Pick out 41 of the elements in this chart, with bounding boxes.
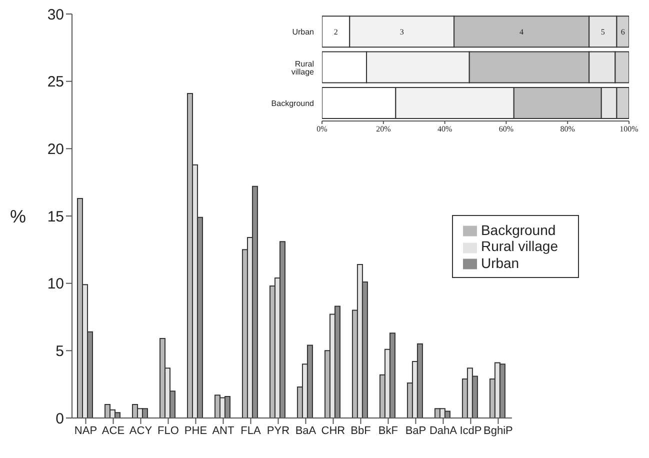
x-tick-label: PHE	[184, 424, 208, 437]
x-tick-label: PYR	[266, 424, 290, 437]
y-tick-label: 15	[47, 208, 64, 226]
series-label: 2	[334, 28, 338, 37]
x-tick-label: ANT	[212, 424, 235, 437]
y-tick-label: 30	[47, 6, 64, 24]
x-tick-label: BbF	[350, 424, 372, 437]
x-tick-label: CHR	[321, 424, 346, 437]
x-tick-label: ACE	[102, 424, 125, 437]
x-tick-label: 40%	[437, 124, 452, 134]
y-tick-label: Background	[271, 99, 314, 108]
legend-label: Rural village	[480, 238, 558, 254]
y-tick-label: Rural village	[291, 59, 315, 76]
x-tick-label: 0%	[316, 124, 328, 134]
legend-label: Background	[480, 222, 556, 238]
x-tick-label: FLA	[240, 424, 262, 437]
x-tick-label: DahA	[429, 424, 458, 437]
x-tick-label: NAP	[74, 424, 98, 437]
y-tick-label: 5	[56, 342, 64, 360]
x-tick-label: 20%	[376, 124, 392, 134]
y-tick-label: 10	[47, 276, 64, 293]
y-tick-label: 0	[56, 410, 64, 428]
series-label: 5	[600, 28, 605, 37]
x-tick-label: 80%	[560, 124, 576, 134]
legend-label: Urban	[480, 254, 520, 271]
x-tick-label: BkF	[378, 424, 398, 437]
x-tick-label: BaP	[405, 424, 426, 437]
series-label: 3	[400, 28, 404, 37]
x-tick-label: 100%	[620, 124, 639, 134]
series-label: 4	[520, 28, 524, 37]
x-tick-label: IcdP	[460, 424, 482, 437]
y-tick-label: 20	[47, 140, 64, 158]
x-tick-label: BaA	[295, 424, 317, 437]
x-tick-label: BghiP	[484, 424, 513, 437]
y-tick-label: Urban	[292, 28, 314, 37]
y-tick-label: 25	[47, 74, 64, 91]
x-tick-label: 60%	[498, 124, 514, 134]
x-tick-label: ACY	[129, 424, 153, 437]
y-axis-title: %	[10, 206, 26, 226]
series-label: 6	[620, 28, 625, 37]
x-tick-label: FLO	[158, 424, 180, 437]
